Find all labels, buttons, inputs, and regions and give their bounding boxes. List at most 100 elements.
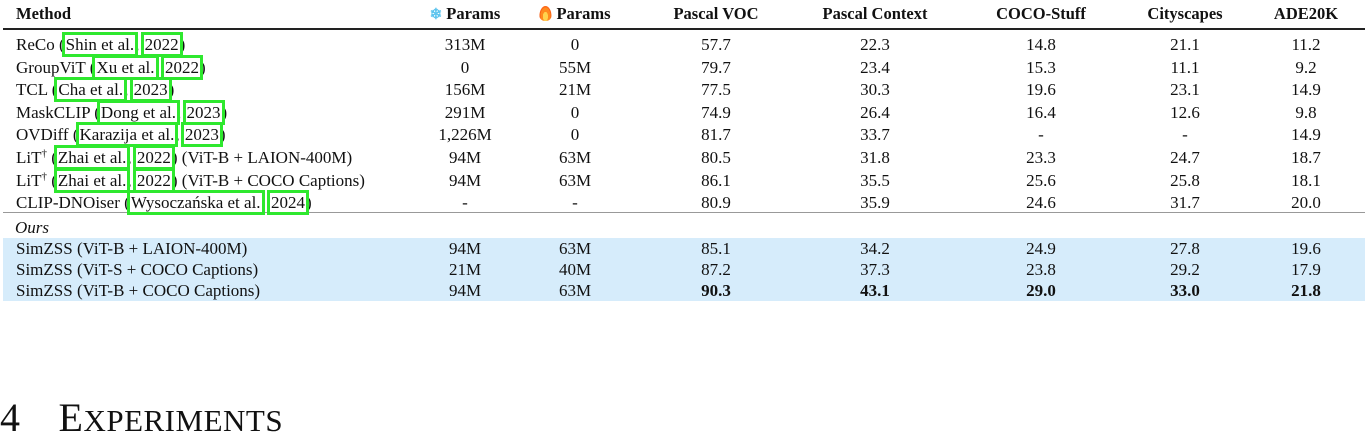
frozen-cell: 94M bbox=[448, 281, 482, 301]
city-cell: 24.7 bbox=[1170, 148, 1200, 167]
frozen-cell: 291M bbox=[444, 102, 486, 122]
citation-author-link[interactable]: Zhai et al. bbox=[53, 145, 131, 170]
dagger-mark: † bbox=[41, 147, 48, 160]
method-name: GroupViT bbox=[16, 57, 86, 77]
frozen-cell: 1,226M bbox=[438, 125, 492, 145]
ade-cell: 18.7 bbox=[1291, 148, 1321, 167]
citation-year-link[interactable]: 2022 bbox=[161, 54, 203, 80]
voc-cell: 74.9 bbox=[701, 102, 731, 122]
trainable-cell: 0 bbox=[570, 125, 580, 145]
method-cell: CLIP-DNOiser (Wysoczańska et al., 2024) bbox=[16, 190, 312, 216]
context-cell: 35.5 bbox=[860, 170, 890, 190]
context-cell: 33.7 bbox=[860, 125, 890, 145]
ade-cell: 9.8 bbox=[1295, 102, 1317, 122]
context-cell: 30.3 bbox=[860, 80, 890, 100]
method-cell: GroupViT (Xu et al., 2022) bbox=[16, 54, 206, 80]
ade-cell: 17.9 bbox=[1291, 260, 1321, 280]
voc-cell: 85.1 bbox=[701, 239, 731, 258]
context-cell: 43.1 bbox=[860, 281, 890, 301]
voc-cell: 81.7 bbox=[701, 125, 731, 145]
stuff-cell: 24.9 bbox=[1026, 239, 1056, 258]
trainable-cell: 40M bbox=[558, 260, 592, 280]
trainable-cell: 63M bbox=[558, 148, 592, 167]
section-title-initial: E bbox=[58, 395, 84, 440]
method-name: OVDiff bbox=[16, 125, 69, 145]
table-row: MaskCLIP (Dong et al., 2023) 291M 0 74.9 26.… bbox=[3, 99, 1365, 125]
method-cell: OVDiff (Karazija et al., 2023) bbox=[16, 122, 226, 148]
method-cell: MaskCLIP (Dong et al., 2023) bbox=[16, 99, 228, 125]
table-row: TCL (Cha et al., 2023) 156M 21M 77.5 30.3 19.… bbox=[3, 77, 1365, 103]
method-name: SimZSS (ViT-S + COCO Captions) bbox=[16, 260, 259, 280]
frozen-cell: 94M bbox=[448, 148, 482, 167]
trainable-cell: 0 bbox=[570, 35, 580, 54]
context-cell: 31.8 bbox=[860, 148, 890, 167]
method-name: MaskCLIP bbox=[16, 102, 90, 122]
context-cell: 23.4 bbox=[860, 57, 890, 77]
header-cityscapes: Cityscapes bbox=[1147, 4, 1223, 23]
voc-cell: 80.5 bbox=[701, 148, 731, 167]
context-cell: 26.4 bbox=[860, 102, 890, 122]
citation-author-link[interactable]: Xu et al. bbox=[92, 54, 159, 80]
citation-author-link[interactable]: Dong et al. bbox=[96, 99, 181, 125]
trainable-cell: 55M bbox=[558, 57, 592, 77]
voc-cell: 90.3 bbox=[701, 281, 731, 301]
method-name: ReCo bbox=[16, 35, 55, 54]
method-variant: (ViT-B + LAION-400M) bbox=[181, 148, 353, 167]
citation-author-link[interactable]: Karazija et al. bbox=[75, 122, 179, 148]
trainable-cell: 63M bbox=[558, 170, 592, 190]
citation-year-link[interactable]: 2024 bbox=[267, 190, 310, 216]
city-cell: 31.7 bbox=[1170, 193, 1200, 213]
method-cell: LiT† (Zhai et al., 2022) (ViT-B + COCO C… bbox=[16, 167, 365, 193]
citation-year-link[interactable]: 2022 bbox=[132, 167, 175, 193]
citation-author-link[interactable]: Shin et al. bbox=[61, 32, 139, 57]
frozen-cell: 94M bbox=[448, 239, 482, 258]
stuff-cell: 14.8 bbox=[1026, 35, 1056, 54]
trainable-cell: 63M bbox=[558, 281, 592, 301]
trainable-cell: 0 bbox=[570, 102, 580, 122]
stuff-cell: 29.0 bbox=[1026, 281, 1056, 301]
ade-cell: 14.9 bbox=[1291, 80, 1321, 100]
citation-year-link[interactable]: 2022 bbox=[132, 145, 175, 170]
method-name: LiT bbox=[16, 148, 42, 167]
citation-year-link[interactable]: 2022 bbox=[140, 32, 183, 57]
section-number: 4 bbox=[0, 395, 21, 440]
table-row: LiT† (Zhai et al., 2022) (ViT-B + COCO C… bbox=[3, 167, 1365, 193]
ade-cell: 11.2 bbox=[1291, 35, 1321, 54]
city-cell: 29.2 bbox=[1170, 260, 1200, 280]
citation-year-link[interactable]: 2023 bbox=[180, 122, 223, 148]
ade-cell: 18.1 bbox=[1291, 170, 1321, 190]
frozen-cell: 156M bbox=[444, 80, 486, 100]
citation-year-link[interactable]: 2023 bbox=[182, 99, 225, 125]
frozen-cell: 313M bbox=[444, 35, 486, 54]
stuff-cell: - bbox=[1038, 125, 1044, 145]
city-cell: 11.1 bbox=[1170, 57, 1200, 77]
fire-icon bbox=[539, 6, 552, 21]
ours-table-row: SimZSS (ViT-B + LAION-400M) 94M 63M 85.1 34.… bbox=[3, 238, 1365, 259]
method-name: LiT bbox=[16, 170, 42, 190]
stuff-cell: 15.3 bbox=[1026, 57, 1056, 77]
city-cell: 33.0 bbox=[1170, 281, 1200, 301]
header-rule bbox=[3, 28, 1365, 30]
method-name: SimZSS (ViT-B + LAION-400M) bbox=[16, 239, 248, 258]
citation-author-link[interactable]: Cha et al. bbox=[54, 77, 128, 103]
ade-cell: 21.8 bbox=[1291, 281, 1321, 301]
method-cell: LiT† (Zhai et al., 2022) (ViT-B + LAION-… bbox=[16, 145, 353, 170]
ade-cell: 20.0 bbox=[1291, 193, 1321, 213]
trainable-cell: 63M bbox=[558, 239, 592, 258]
city-cell: 21.1 bbox=[1170, 35, 1200, 54]
city-cell: 12.6 bbox=[1170, 102, 1200, 122]
header-trainable-params: Params bbox=[539, 3, 611, 24]
section-heading: 4 EXPERIMENTS bbox=[0, 398, 283, 441]
citation-author-link[interactable]: Zhai et al. bbox=[53, 167, 131, 193]
citation-year-link[interactable]: 2023 bbox=[129, 77, 172, 103]
city-cell: 27.8 bbox=[1170, 239, 1200, 258]
citation-author-link[interactable]: Wysoczańska et al. bbox=[126, 190, 265, 216]
method-name: CLIP-DNOiser bbox=[16, 193, 120, 213]
frozen-cell: - bbox=[462, 193, 468, 213]
voc-cell: 79.7 bbox=[701, 57, 731, 77]
snowflake-icon: ❄ bbox=[429, 7, 443, 23]
stuff-cell: 23.3 bbox=[1026, 148, 1056, 167]
context-cell: 37.3 bbox=[860, 260, 890, 280]
ade-cell: 19.6 bbox=[1291, 239, 1321, 258]
trainable-cell: 21M bbox=[558, 80, 592, 100]
